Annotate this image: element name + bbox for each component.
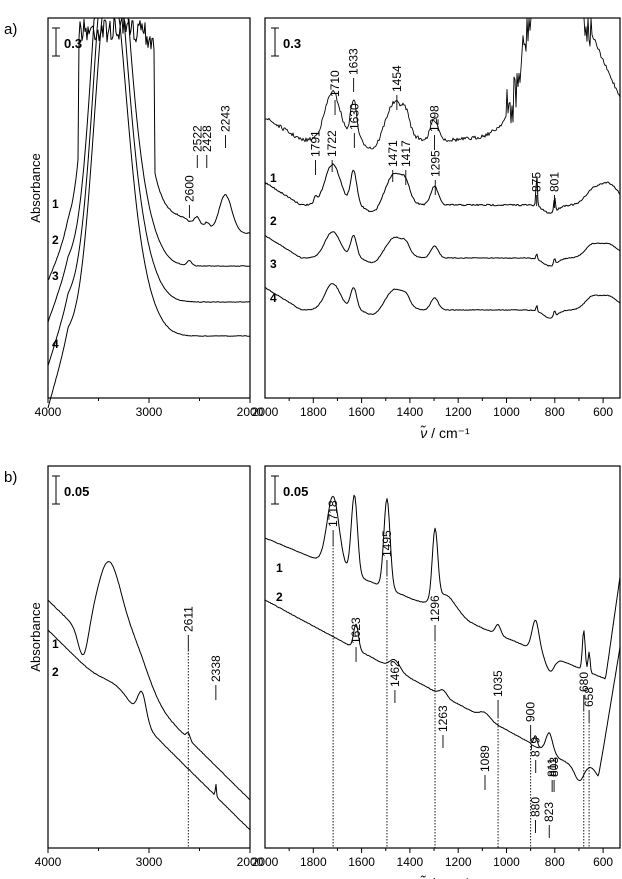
x-tick-label: 1600 bbox=[348, 855, 375, 869]
x-tick-label: 4000 bbox=[35, 855, 62, 869]
peak-label-680: 680 bbox=[577, 672, 591, 692]
x-tick-label: 2000 bbox=[237, 405, 264, 419]
series-label: 2 bbox=[52, 665, 59, 679]
peak-label-1718: 1718 bbox=[326, 500, 340, 527]
peak-label-1454: 1454 bbox=[390, 65, 404, 92]
peak-label-823: 823 bbox=[542, 802, 556, 822]
peak-label-879: 879 bbox=[529, 737, 543, 757]
spectrum-a-right-2 bbox=[264, 163, 621, 214]
y-axis-label: Absorbance bbox=[28, 153, 43, 222]
peak-label-1722: 1722 bbox=[325, 130, 339, 157]
x-axis-label-symbol: ν̃ bbox=[420, 875, 427, 879]
x-tick-label: 1200 bbox=[445, 855, 472, 869]
scale-bar-label: 0.05 bbox=[64, 484, 89, 499]
right-plot-frame bbox=[264, 17, 621, 399]
peak-label-875: 875 bbox=[530, 172, 544, 192]
x-axis-label-symbol: ν̃ bbox=[420, 425, 427, 441]
spectrum-a-right-4 bbox=[264, 283, 621, 319]
peak-label-658: 658 bbox=[582, 687, 596, 707]
peak-label-1462: 1462 bbox=[388, 660, 402, 687]
x-tick-label: 1400 bbox=[397, 855, 424, 869]
peak-label-1630: 1630 bbox=[347, 103, 361, 130]
x-tick-label: 3000 bbox=[136, 405, 163, 419]
peak-label-1089: 1089 bbox=[478, 745, 492, 772]
spectrum-a-left-1 bbox=[47, 17, 251, 281]
peak-label-900: 900 bbox=[524, 702, 538, 722]
spectrum-a-right-3 bbox=[264, 231, 621, 267]
x-tick-label: 3000 bbox=[136, 855, 163, 869]
spectrum-b-right-2 bbox=[264, 599, 621, 782]
series-label: 1 bbox=[276, 561, 283, 575]
x-tick-label: 1000 bbox=[493, 855, 520, 869]
spectrum-a-left-4 bbox=[47, 17, 250, 409]
right-plot-frame bbox=[264, 465, 621, 849]
peak-label-1633: 1633 bbox=[347, 48, 361, 75]
series-label: 4 bbox=[52, 337, 59, 351]
peak-label-880: 880 bbox=[528, 797, 542, 817]
peak-label-1263: 1263 bbox=[436, 705, 450, 732]
peak-label-1791: 1791 bbox=[308, 130, 322, 157]
series-label: 2 bbox=[270, 214, 277, 228]
scale-bar-label: 0.3 bbox=[283, 36, 301, 51]
x-tick-label: 800 bbox=[545, 405, 565, 419]
scale-bar-label: 0.05 bbox=[283, 484, 308, 499]
panel-label: a) bbox=[4, 21, 17, 38]
series-label: 1 bbox=[270, 171, 277, 185]
peak-label-1495: 1495 bbox=[380, 530, 394, 557]
peak-label-811: 811 bbox=[545, 758, 559, 777]
y-axis-label: Absorbance bbox=[28, 602, 43, 671]
x-tick-label: 4000 bbox=[35, 405, 62, 419]
x-tick-label: 600 bbox=[593, 855, 613, 869]
x-tick-label: 1400 bbox=[397, 405, 424, 419]
x-tick-label: 2000 bbox=[252, 855, 279, 869]
spectrum-a-left-3 bbox=[47, 17, 251, 366]
peak-label-2428: 2428 bbox=[200, 125, 214, 152]
spectrum-a-left-2 bbox=[47, 17, 250, 323]
peak-label-1295: 1295 bbox=[428, 150, 442, 177]
peak-label-2600: 2600 bbox=[182, 175, 196, 202]
x-tick-label: 800 bbox=[545, 855, 565, 869]
x-tick-label: 1000 bbox=[493, 405, 520, 419]
panel-label: b) bbox=[4, 469, 17, 486]
series-label: 1 bbox=[52, 197, 59, 211]
x-tick-label: 600 bbox=[593, 405, 613, 419]
peak-label-1035: 1035 bbox=[491, 670, 505, 697]
series-label: 1 bbox=[52, 637, 59, 651]
peak-label-1298: 1298 bbox=[428, 105, 442, 132]
spectrum-b-left-1 bbox=[47, 561, 251, 801]
series-label: 3 bbox=[52, 269, 59, 283]
x-axis-label-unit: / cm⁻¹ bbox=[427, 425, 470, 441]
peak-label-2243: 2243 bbox=[218, 105, 232, 132]
peak-label-803: 803 bbox=[547, 757, 561, 777]
peak-label-2338: 2338 bbox=[209, 655, 223, 682]
x-tick-label: 1800 bbox=[300, 855, 327, 869]
spectrum-a-right-1 bbox=[264, 17, 621, 150]
x-tick-label: 1800 bbox=[300, 405, 327, 419]
series-label: 4 bbox=[270, 291, 277, 305]
peak-label-1623: 1623 bbox=[349, 617, 363, 644]
panel-a: 4000 3000 2000 1800 1600 1400 1200 1000 800 60020… bbox=[4, 17, 621, 441]
spectrum-b-right-1 bbox=[264, 494, 621, 680]
x-tick-label: 1600 bbox=[348, 405, 375, 419]
x-tick-label: 2000 bbox=[237, 855, 264, 869]
x-tick-label: 1200 bbox=[445, 405, 472, 419]
peak-label-801: 801 bbox=[548, 172, 562, 192]
series-label: 2 bbox=[276, 590, 283, 604]
peak-label-1417: 1417 bbox=[399, 140, 413, 167]
x-axis-label: ν̃ / cm⁻¹ bbox=[420, 875, 470, 879]
series-label: 3 bbox=[270, 257, 277, 271]
spectrum-b-left-2 bbox=[47, 629, 251, 831]
panel-b: 4000 3000 2000 1800 1600 1400 1200 1000 800 60020… bbox=[4, 465, 621, 879]
peak-label-1471: 1471 bbox=[386, 140, 400, 167]
x-axis-label: ν̃ / cm⁻¹ bbox=[420, 425, 470, 441]
x-axis-label-unit: / cm⁻¹ bbox=[427, 875, 470, 879]
x-tick-label: 2000 bbox=[252, 405, 279, 419]
scale-bar-label: 0.3 bbox=[64, 36, 82, 51]
series-label: 2 bbox=[52, 233, 59, 247]
peak-label-1710: 1710 bbox=[328, 70, 342, 97]
peak-label-1296: 1296 bbox=[428, 595, 442, 622]
peak-label-2522: 2522 bbox=[190, 125, 204, 152]
peak-label-2611: 2611 bbox=[181, 606, 195, 632]
